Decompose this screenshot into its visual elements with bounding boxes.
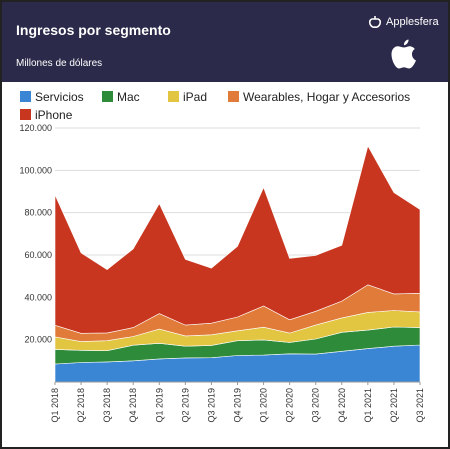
chart-header: Ingresos por segmento Millones de dólare… xyxy=(2,2,448,82)
legend-swatch-3 xyxy=(228,91,239,102)
chart-subtitle: Millones de dólares xyxy=(16,58,103,69)
x-tick-label: Q4 2018 xyxy=(128,388,138,423)
brand-logo: Applesfera xyxy=(368,15,439,29)
legend-label-0: Servicios xyxy=(35,90,84,104)
stacked-area-chart: Servicios Mac iPad Wearables, Hogar y Acces… xyxy=(19,90,425,423)
x-tick-label: Q1 2021 xyxy=(363,388,373,423)
brand-name: Applesfera xyxy=(386,16,439,28)
x-tick-label: Q2 2019 xyxy=(180,388,190,423)
legend-swatch-4 xyxy=(20,109,31,120)
x-tick-label: Q3 2020 xyxy=(311,388,321,423)
y-tick-label: 100.000 xyxy=(19,165,52,175)
chart-title: Ingresos por segmento xyxy=(16,22,171,38)
legend-label-4: iPhone xyxy=(35,108,73,122)
x-tick-label: Q3 2018 xyxy=(102,388,112,423)
apple-logo-icon xyxy=(391,39,416,69)
legend-swatch-2 xyxy=(168,91,179,102)
applesfera-icon xyxy=(368,16,382,28)
y-tick-label: 20.000 xyxy=(24,335,52,345)
x-tick-label: Q2 2020 xyxy=(285,388,295,423)
y-tick-label: 120.000 xyxy=(19,123,52,133)
legend-label-3: Wearables, Hogar y Accesorios xyxy=(243,90,410,104)
x-tick-label: Q2 2018 xyxy=(76,388,86,423)
y-tick-label: 80.000 xyxy=(24,208,52,218)
legend-swatch-0 xyxy=(20,91,31,102)
x-tick-label: Q2 2021 xyxy=(389,388,399,423)
x-tick-label: Q3 2021 xyxy=(415,388,425,423)
area-series-4 xyxy=(54,145,421,334)
x-tick-label: Q3 2019 xyxy=(206,388,216,423)
x-tick-label: Q4 2019 xyxy=(233,388,243,423)
x-tick-label: Q1 2020 xyxy=(259,388,269,423)
x-tick-label: Q1 2018 xyxy=(50,388,60,423)
legend-label-2: iPad xyxy=(183,90,207,104)
x-tick-label: Q4 2020 xyxy=(337,388,347,423)
legend-swatch-1 xyxy=(102,91,113,102)
y-tick-label: 60.000 xyxy=(24,250,52,260)
y-tick-label: 40.000 xyxy=(24,292,52,302)
x-tick-label: Q1 2019 xyxy=(154,388,164,423)
legend-label-1: Mac xyxy=(117,90,140,104)
